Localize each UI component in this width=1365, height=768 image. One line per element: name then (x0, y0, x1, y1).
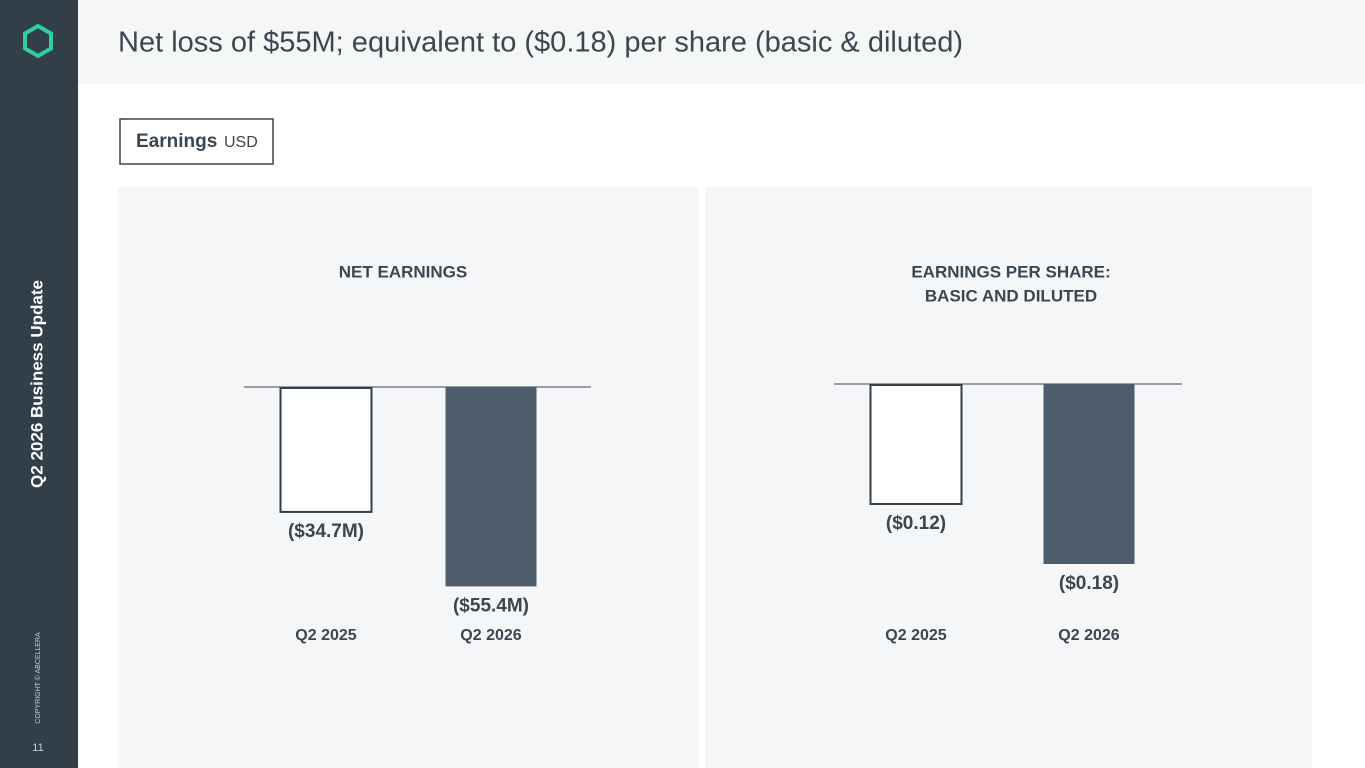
bar (279, 387, 373, 513)
section-label: Q2 2026 Business Update (27, 280, 46, 488)
panel (118, 187, 699, 768)
bar (869, 384, 963, 505)
sidebar (0, 0, 78, 768)
tab-box (119, 118, 274, 165)
x-tick-label: Q2 2026 (1058, 627, 1119, 644)
chart-title: EARNINGS PER SHARE: (911, 262, 1110, 281)
bar (1043, 384, 1135, 564)
logo (23, 23, 53, 59)
value-label: ($0.12) (886, 513, 946, 534)
value-label: ($0.18) (1059, 573, 1119, 594)
value-label: ($55.4M) (453, 595, 529, 616)
copyright: COPYRIGHT © ABCELLERA (34, 632, 42, 724)
panel (705, 187, 1312, 768)
tab-label: Earnings (136, 131, 217, 152)
chart-title: BASIC AND DILUTED (925, 286, 1097, 305)
tab-unit: USD (224, 134, 258, 151)
header (78, 0, 1365, 84)
value-label: ($34.7M) (288, 521, 364, 542)
x-tick-label: Q2 2025 (885, 627, 946, 644)
page-number: 11 (32, 742, 43, 754)
x-tick-label: Q2 2025 (295, 627, 356, 644)
x-tick-label: Q2 2026 (460, 627, 521, 644)
slide-title: Net loss of $55M; equivalent to ($0.18) … (118, 27, 963, 59)
bar (445, 387, 537, 587)
chart-title: NET EARNINGS (339, 262, 467, 281)
